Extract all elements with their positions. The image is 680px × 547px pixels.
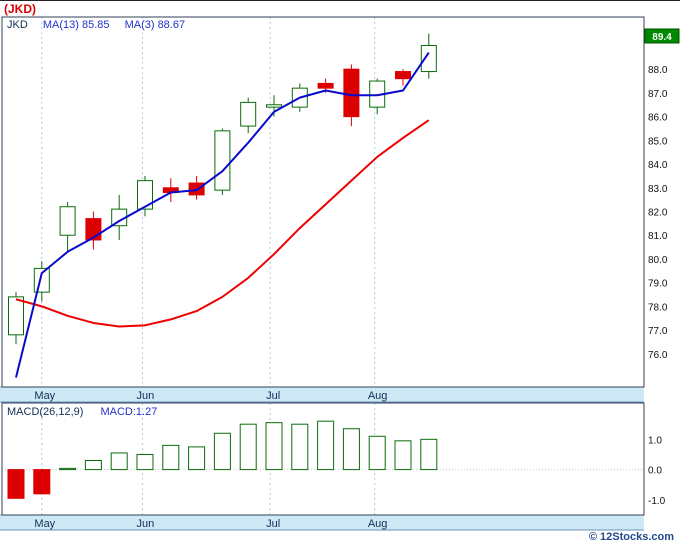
macd-bar (394, 440, 412, 471)
legend-ma13: MA(13) 85.85 (42, 19, 110, 31)
price-tick-label: 77.0 (648, 326, 668, 337)
legend-symbol: JKD (7, 19, 28, 31)
price-tick-label: 85.0 (648, 136, 668, 147)
candle-body (317, 82, 334, 89)
price-tick-label: 86.0 (648, 113, 668, 124)
price-tick-label: 82.0 (648, 207, 668, 218)
ma13-line (15, 119, 430, 328)
price-plot-bg (2, 17, 644, 387)
macd-legend-value: MACD:1.27 (100, 406, 158, 418)
candle-body (8, 296, 24, 336)
macd-bar (420, 438, 438, 471)
symbol-title: (JKD) (4, 2, 36, 16)
macd-bar (342, 428, 360, 471)
last-price-tag (644, 28, 680, 44)
price-tick-label: 80.0 (648, 255, 668, 266)
macd-bar (7, 469, 25, 499)
month-label: May (34, 390, 55, 402)
macd-bar (84, 460, 102, 471)
macd-bar (136, 453, 154, 471)
macd-bar (162, 444, 180, 471)
price-tick-label: 79.0 (648, 279, 668, 290)
macd-bar (265, 422, 283, 471)
candle-body (214, 130, 231, 191)
price-tick-label: 76.0 (648, 350, 668, 361)
x-axis-band-top (0, 387, 644, 402)
month-label: Aug (368, 518, 388, 530)
price-tick-label: 88.0 (648, 65, 668, 76)
macd-bar (239, 423, 257, 471)
macd-bar (33, 469, 51, 495)
price-tick-label: 84.0 (648, 160, 668, 171)
macd-plot-border (1, 402, 645, 516)
month-label: Jul (266, 518, 280, 530)
macd-tick-label: 1.0 (648, 435, 662, 446)
price-plot-border (1, 16, 645, 388)
credit-link[interactable]: © 12Stocks.com (588, 531, 674, 543)
legend-ma3: MA(3) 88.67 (124, 19, 186, 31)
candle-body (59, 206, 76, 236)
price-tick-label: 87.0 (648, 89, 668, 100)
macd-bar (59, 467, 77, 471)
ma3-line (15, 52, 430, 378)
month-label: Aug (368, 390, 388, 402)
macd-bar (188, 446, 206, 471)
month-label: Jun (137, 390, 155, 402)
macd-bar (368, 435, 386, 471)
candle-body (266, 104, 282, 108)
month-label: Jul (266, 390, 280, 402)
candle-body (395, 71, 411, 80)
macd-bar (291, 423, 309, 471)
macd-bar (213, 432, 231, 471)
candle-body (343, 68, 360, 118)
price-tick-label: 78.0 (648, 302, 668, 313)
last-price-tag-label: 89.4 (652, 32, 672, 43)
macd-tick-label: 0.0 (648, 466, 662, 477)
candle-body (420, 44, 437, 73)
macd-bar (110, 452, 128, 471)
candle-body (137, 180, 153, 210)
macd-bar (317, 420, 335, 471)
month-label: May (34, 518, 55, 530)
price-legend: JKD MA(13) 85.85 MA(3) 88.67 (7, 19, 197, 31)
macd-legend-label: MACD(26,12,9) (7, 406, 84, 418)
macd-legend: MACD(26,12,9) MACD:1.27 (7, 406, 157, 418)
x-axis-band-bottom (0, 515, 644, 530)
candle-body (240, 101, 257, 127)
price-tick-label: 81.0 (648, 231, 668, 242)
price-tick-label: 83.0 (648, 184, 668, 195)
macd-tick-label: -1.0 (648, 496, 666, 507)
month-label: Jun (137, 518, 155, 530)
